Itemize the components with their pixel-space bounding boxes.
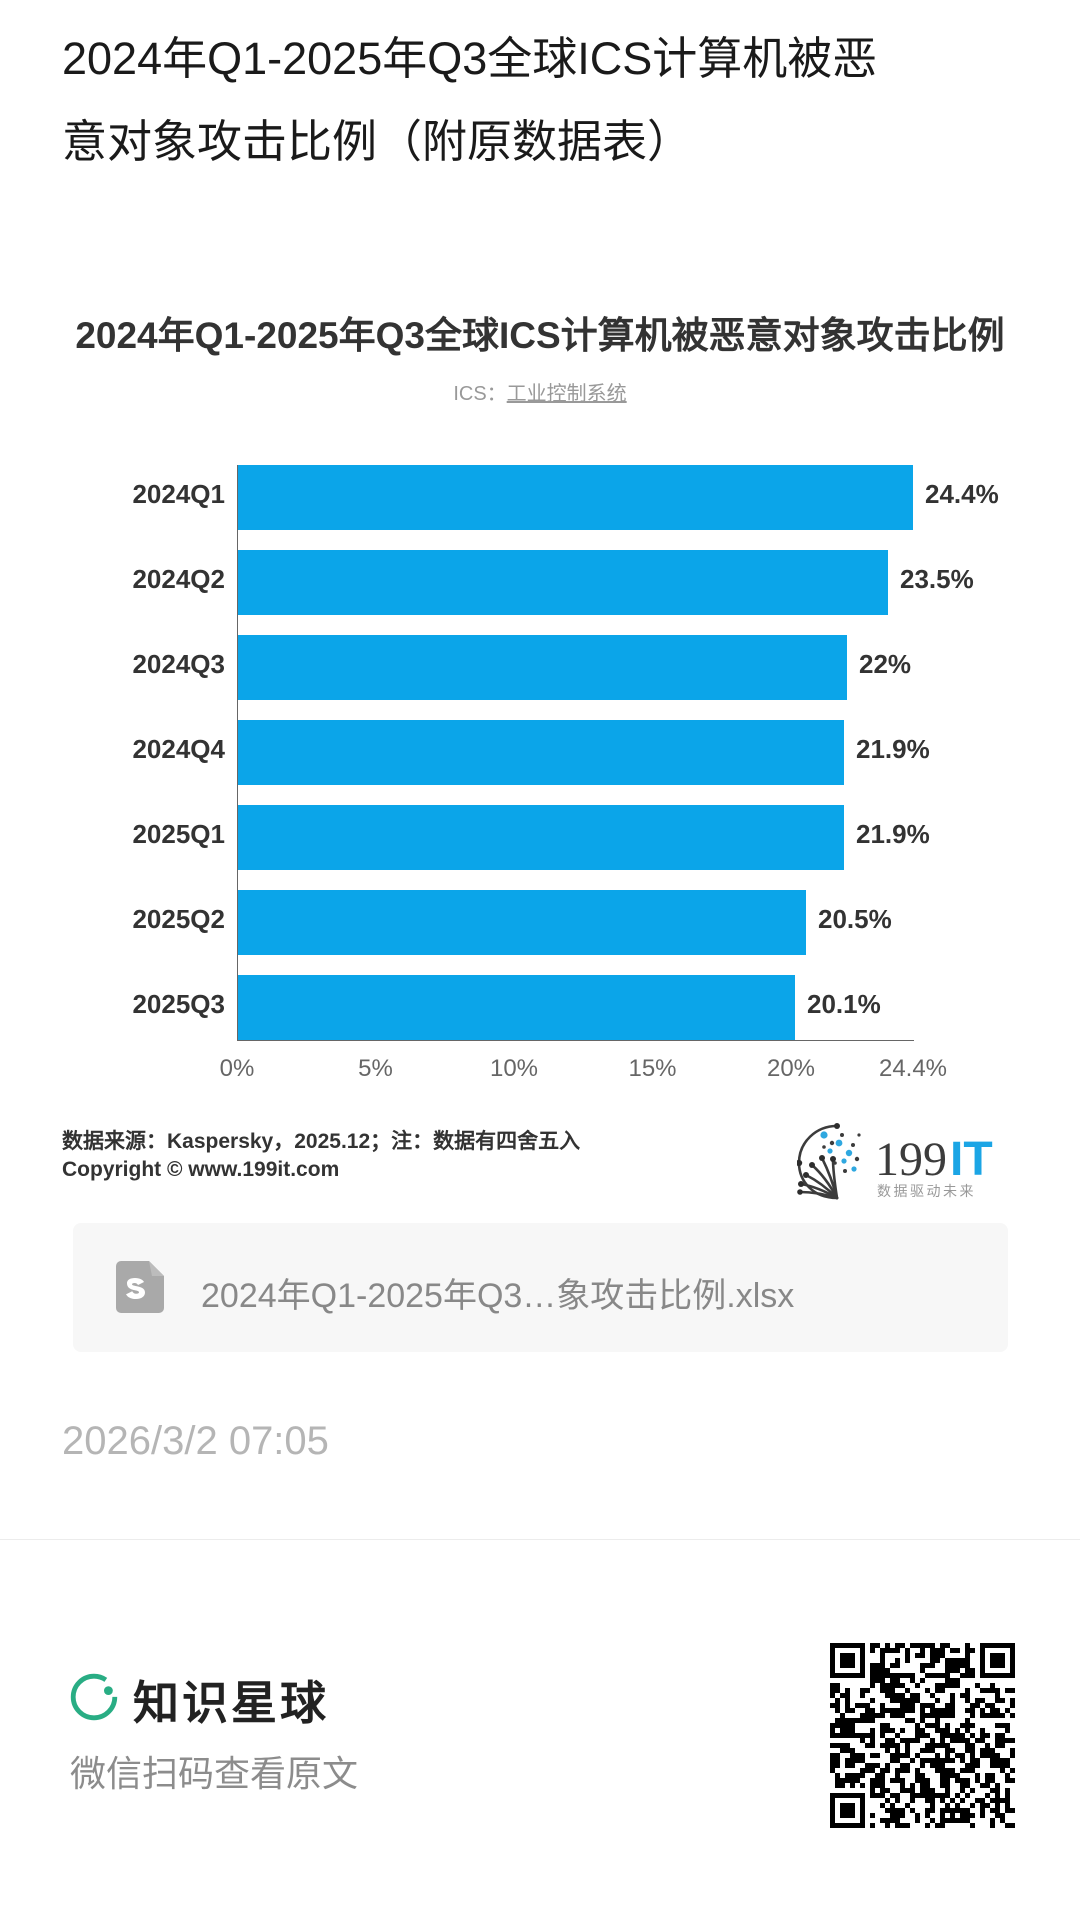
svg-text:数据驱动未来: 数据驱动未来 [877, 1183, 976, 1199]
svg-text:IT: IT [950, 1133, 993, 1186]
svg-text:199: 199 [875, 1133, 947, 1186]
